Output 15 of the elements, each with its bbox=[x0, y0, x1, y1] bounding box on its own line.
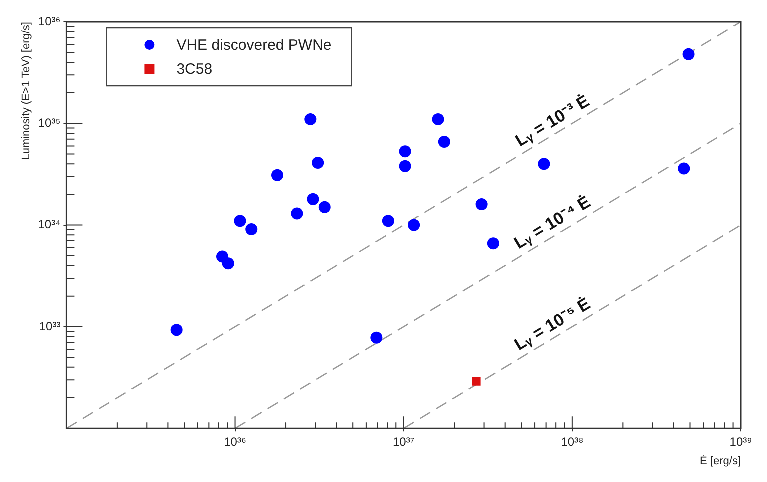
annotation: Lᵧ = 10⁻³ Ė bbox=[512, 92, 593, 151]
x-tick-label: 10³⁷ bbox=[393, 435, 415, 450]
y-tick-label: 10³⁶ bbox=[38, 14, 61, 28]
y-tick-label: 10³⁴ bbox=[38, 218, 61, 232]
x-tick-label: 10³⁹ bbox=[730, 435, 752, 450]
x-axis-title: Ė [erg/s] bbox=[700, 454, 742, 468]
legend-label: VHE discovered PWNe bbox=[176, 37, 332, 54]
y-tick-label: 10³⁵ bbox=[38, 116, 61, 130]
y-axis-title: Luminosity (E>1 TeV) [erg/s] bbox=[20, 22, 33, 160]
x-tick-label: 10³⁸ bbox=[561, 435, 584, 450]
x-tick-label: 10³⁶ bbox=[224, 435, 246, 450]
annotation: Lᵧ = 10⁻⁴ Ė bbox=[511, 192, 594, 253]
y-tick-label: 10³³ bbox=[39, 319, 61, 334]
legend-label: 3C58 bbox=[176, 61, 213, 78]
annotation: Lᵧ = 10⁻⁵ Ė bbox=[511, 294, 594, 354]
